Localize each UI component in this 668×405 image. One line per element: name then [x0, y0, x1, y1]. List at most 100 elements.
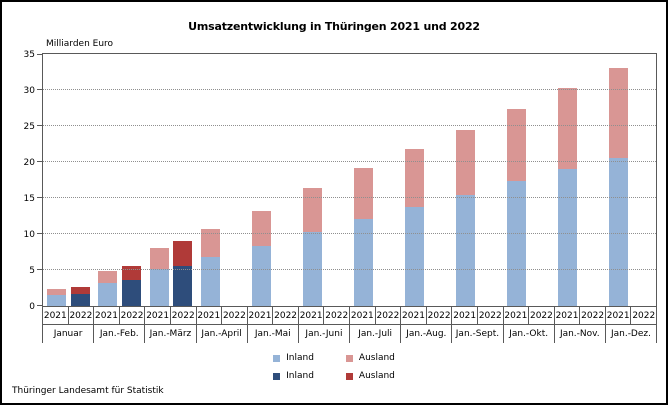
bar-segment-inland-2021	[47, 295, 67, 306]
y-tick-label-35: 35	[23, 50, 35, 60]
year-label-2021: 2021	[555, 310, 579, 321]
bar-segment-inland-2022	[172, 265, 192, 306]
year-label-2022: 2022	[221, 307, 247, 324]
bar-2021-Jan.-Okt.	[507, 108, 527, 306]
x-group-Jan.-Aug.: 2021 2022 Jan.-Aug.	[401, 307, 453, 343]
x-group-Jan.-Sept.: 2021 2022 Jan.-Sept.	[452, 307, 504, 343]
gridline-20	[43, 161, 656, 162]
year-label-2021: 2021	[350, 310, 374, 321]
bar-2021-Jan.-Juli	[353, 167, 373, 306]
bar-segment-ausland-2021	[302, 187, 322, 232]
bar-segment-ausland-2021	[200, 228, 220, 258]
x-group-Jan.-Nov.: 2021 2022 Jan.-Nov.	[554, 307, 606, 343]
month-label: Jan.-Aug.	[406, 329, 447, 339]
y-tick-label-25: 25	[23, 122, 35, 132]
month-label: Jan.-Sept.	[455, 329, 500, 339]
x-axis-labels: 2021 2022 Januar 2021 2022 Jan.-Feb. 2021 2022 J…	[42, 307, 658, 343]
year-label-2022: 2022	[67, 307, 94, 324]
bar-2021-Januar	[47, 288, 67, 306]
bar-2022-Jan.-März	[172, 241, 192, 306]
year-label-2021: 2021	[606, 310, 630, 321]
bar-2021-Jan.-Feb.	[98, 271, 118, 306]
bar-segment-ausland-2021	[98, 271, 118, 283]
x-group-Jan.-April: 2021 2022 Jan.-April	[196, 307, 248, 343]
year-label-2021: 2021	[43, 310, 67, 321]
bar-2022-Januar	[70, 286, 90, 306]
bar-segment-ausland-2022	[70, 286, 90, 294]
plot-area: 0 5 10 15 20 25 30 35	[24, 50, 657, 312]
bar-group-Jan.-Dez.	[605, 54, 656, 306]
month-label: Jan.-Dez.	[610, 329, 651, 339]
gridline-25	[43, 125, 656, 126]
bar-segment-ausland-2022	[121, 265, 141, 281]
bar-segment-inland-2021	[200, 257, 220, 306]
month-label: Jan.-März	[149, 329, 192, 339]
bar-segment-ausland-2021	[149, 247, 169, 270]
year-label-2022: 2022	[630, 307, 656, 324]
year-label-2022: 2022	[579, 307, 605, 324]
month-label: Januar	[53, 329, 83, 339]
x-group-Jan.-Juni: 2021 2022 Jan.-Juni	[298, 307, 351, 343]
y-tick-mark-10	[37, 233, 42, 234]
bar-segment-inland-2021	[404, 207, 424, 306]
y-tick-mark-15	[37, 197, 42, 198]
legend-swatch	[273, 354, 281, 362]
month-label: Jan.-Feb.	[99, 329, 139, 339]
legend-label: Ausland	[358, 353, 395, 363]
bar-segment-inland-2021	[149, 269, 169, 306]
y-tick-mark-0	[37, 305, 42, 306]
bar-group-Jan.-März	[145, 54, 196, 306]
bar-2021-Jan.-Aug.	[404, 149, 424, 306]
year-label-2021: 2021	[95, 310, 118, 321]
legend-swatch	[345, 372, 353, 380]
year-label-2022: 2022	[476, 307, 503, 324]
year-label-2022: 2022	[374, 307, 401, 324]
year-label-2021: 2021	[197, 310, 221, 321]
legend: Inland Ausland Inland Ausland	[2, 353, 666, 381]
year-label-2022: 2022	[169, 307, 196, 324]
bar-group-Jan.-Juni	[298, 54, 349, 306]
gridline-5	[43, 269, 656, 270]
gridline-30	[43, 89, 656, 90]
x-group-Jan.-Juli: 2021 2022 Jan.-Juli	[350, 307, 402, 343]
bar-segment-ausland-2021	[609, 68, 629, 158]
year-label-2022: 2022	[425, 307, 452, 324]
year-label-2021: 2021	[402, 310, 425, 321]
bar-group-Jan.-Okt.	[503, 54, 554, 306]
year-label-2022: 2022	[323, 307, 349, 324]
bar-2021-Jan.-März	[149, 247, 169, 306]
legend-swatch	[273, 372, 281, 380]
x-group-Jan.-Feb.: 2021 2022 Jan.-Feb.	[94, 307, 146, 343]
legend-item-ausland: Ausland	[345, 371, 395, 381]
bar-group-Januar	[43, 54, 94, 306]
bar-segment-inland-2021	[455, 195, 475, 306]
legend-item-inland: Inland	[273, 353, 314, 363]
bar-group-Jan.-Nov.	[554, 54, 605, 306]
bar-2021-Jan.-Juni	[302, 187, 322, 306]
year-label-2022: 2022	[272, 307, 298, 324]
bar-group-Jan.-Aug.	[401, 54, 452, 306]
bar-segment-inland-2021	[302, 231, 322, 306]
month-label: Jan.-Nov.	[559, 329, 600, 339]
bar-segment-ausland-2021	[353, 167, 373, 219]
year-label-2021: 2021	[146, 310, 170, 321]
bar-2021-Jan.-April	[200, 228, 220, 306]
month-label: Jan.-Mai	[254, 329, 291, 339]
bar-segment-inland-2021	[98, 282, 118, 306]
month-label: Jan.-Okt.	[509, 329, 549, 339]
y-tick-label-10: 10	[23, 230, 35, 240]
bar-segment-inland-2021	[507, 181, 527, 306]
y-tick-label-20: 20	[23, 158, 35, 168]
legend-label: Inland	[286, 353, 314, 363]
bar-2021-Jan.-Nov.	[558, 87, 578, 306]
bar-segment-ausland-2021	[558, 87, 578, 170]
x-group-Januar: 2021 2022 Januar	[43, 307, 95, 343]
y-tick-label-30: 30	[23, 86, 35, 96]
bar-2022-Jan.-Feb.	[121, 265, 141, 306]
bar-segment-ausland-2021	[251, 210, 271, 246]
gridline-10	[43, 233, 656, 234]
bar-group-Jan.-Sept.	[452, 54, 503, 306]
source-attribution: Thüringer Landesamt für Statistik	[12, 386, 164, 396]
bar-segment-inland-2021	[251, 245, 271, 306]
